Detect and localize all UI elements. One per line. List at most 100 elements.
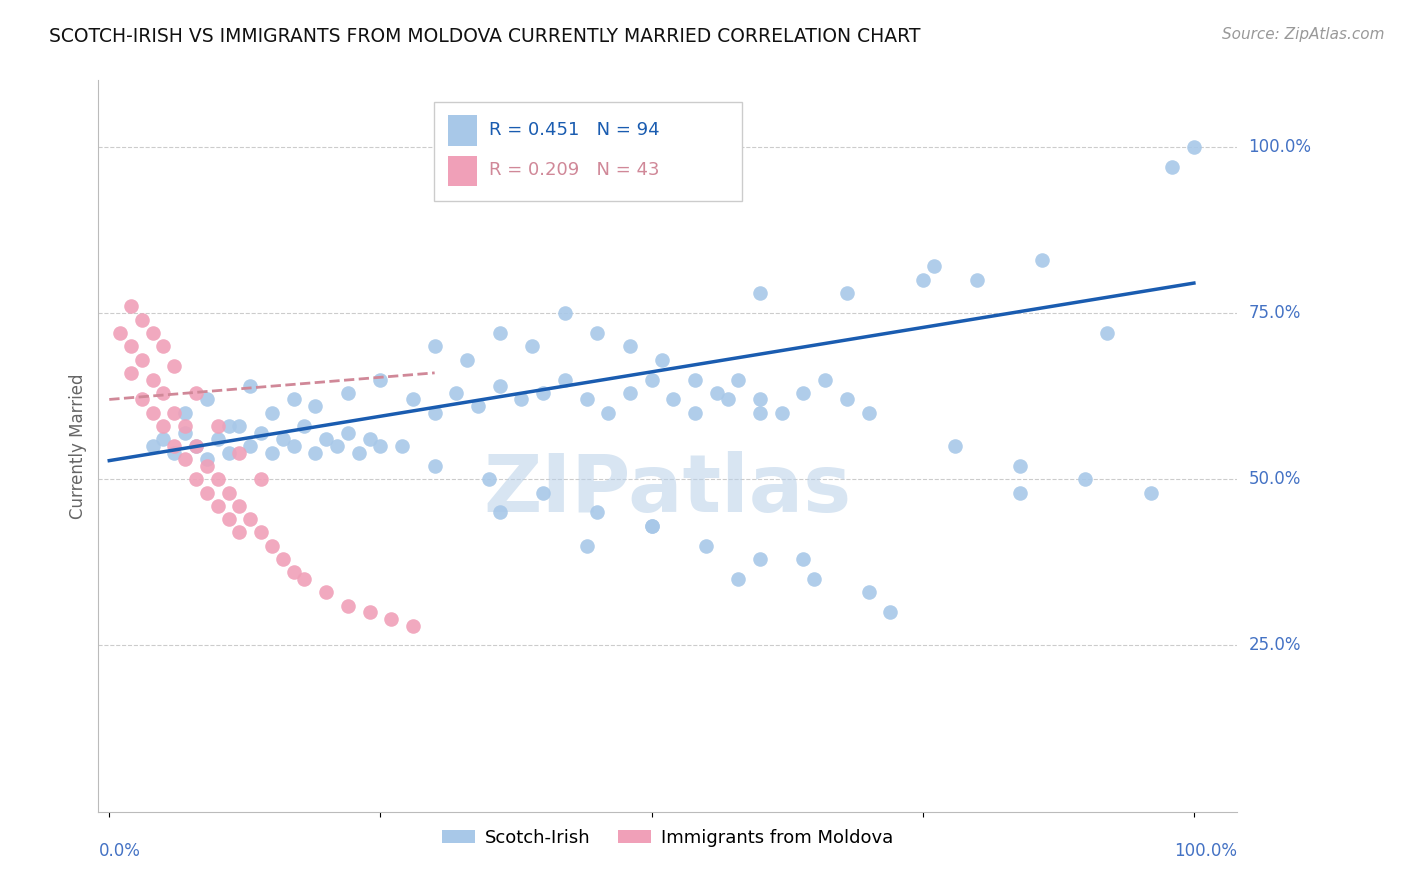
Point <box>619 385 641 400</box>
Text: 25.0%: 25.0% <box>1249 637 1301 655</box>
Point <box>228 445 250 459</box>
Text: SCOTCH-IRISH VS IMMIGRANTS FROM MOLDOVA CURRENTLY MARRIED CORRELATION CHART: SCOTCH-IRISH VS IMMIGRANTS FROM MOLDOVA … <box>49 27 921 45</box>
Point <box>260 406 283 420</box>
Point <box>250 472 273 486</box>
Point <box>239 512 262 526</box>
Point <box>174 406 197 420</box>
Point <box>294 572 316 586</box>
Point <box>423 458 446 473</box>
Point <box>695 539 717 553</box>
Point <box>598 406 620 420</box>
Point <box>120 366 142 380</box>
Point <box>554 306 576 320</box>
Point <box>163 359 186 374</box>
Point <box>195 392 218 407</box>
Point <box>858 406 880 420</box>
Point <box>749 392 772 407</box>
Point <box>1182 140 1205 154</box>
Point <box>108 326 131 340</box>
Point <box>640 518 662 533</box>
Point <box>1031 252 1053 267</box>
Point <box>943 439 966 453</box>
Point <box>260 539 283 553</box>
Point <box>174 419 197 434</box>
Point <box>228 419 250 434</box>
Point <box>803 572 825 586</box>
Text: ZIPatlas: ZIPatlas <box>484 450 852 529</box>
Point <box>184 439 207 453</box>
Point <box>207 419 229 434</box>
Point <box>195 452 218 467</box>
Point <box>218 419 240 434</box>
Point <box>142 326 165 340</box>
Point <box>423 406 446 420</box>
Point <box>683 372 706 386</box>
Point <box>966 273 988 287</box>
Point <box>131 392 153 407</box>
Point <box>522 339 544 353</box>
Point <box>792 552 814 566</box>
Point <box>271 552 294 566</box>
Point <box>218 445 240 459</box>
Text: 0.0%: 0.0% <box>98 842 141 860</box>
Point <box>727 372 749 386</box>
Point <box>749 406 772 420</box>
Point <box>651 352 673 367</box>
Point <box>835 286 858 301</box>
Point <box>586 506 609 520</box>
Point <box>283 439 305 453</box>
Legend: Scotch-Irish, Immigrants from Moldova: Scotch-Irish, Immigrants from Moldova <box>434 822 901 854</box>
Text: R = 0.209   N = 43: R = 0.209 N = 43 <box>489 161 659 179</box>
Point <box>315 433 337 447</box>
Point <box>163 439 186 453</box>
Point <box>207 472 229 486</box>
Point <box>1074 472 1097 486</box>
Point <box>922 260 945 274</box>
FancyBboxPatch shape <box>449 115 477 146</box>
Point <box>131 352 153 367</box>
Point <box>239 379 262 393</box>
Point <box>294 419 316 434</box>
Point <box>120 339 142 353</box>
Point <box>488 379 510 393</box>
Point <box>195 458 218 473</box>
Point <box>250 425 273 440</box>
Point <box>879 605 901 619</box>
Point <box>359 433 381 447</box>
FancyBboxPatch shape <box>434 103 742 201</box>
Point <box>575 539 598 553</box>
Point <box>142 372 165 386</box>
Point <box>727 572 749 586</box>
Point <box>488 326 510 340</box>
Point <box>152 339 174 353</box>
Text: 75.0%: 75.0% <box>1249 304 1301 322</box>
Point <box>228 499 250 513</box>
Point <box>706 385 728 400</box>
Point <box>683 406 706 420</box>
FancyBboxPatch shape <box>449 155 477 186</box>
Point <box>488 506 510 520</box>
Point <box>858 585 880 599</box>
Point <box>315 585 337 599</box>
Point <box>586 326 609 340</box>
Point <box>531 485 554 500</box>
Point <box>1139 485 1161 500</box>
Text: 100.0%: 100.0% <box>1249 137 1312 156</box>
Point <box>814 372 837 386</box>
Point <box>749 552 772 566</box>
Point <box>370 372 392 386</box>
Point <box>370 439 392 453</box>
Point <box>120 299 142 313</box>
Point <box>218 512 240 526</box>
Point <box>152 385 174 400</box>
Point <box>152 433 174 447</box>
Point <box>239 439 262 453</box>
Point <box>640 372 662 386</box>
Point <box>1010 485 1032 500</box>
Point <box>184 385 207 400</box>
Point <box>446 385 468 400</box>
Point <box>619 339 641 353</box>
Point <box>1010 458 1032 473</box>
Point <box>467 399 489 413</box>
Point <box>510 392 533 407</box>
